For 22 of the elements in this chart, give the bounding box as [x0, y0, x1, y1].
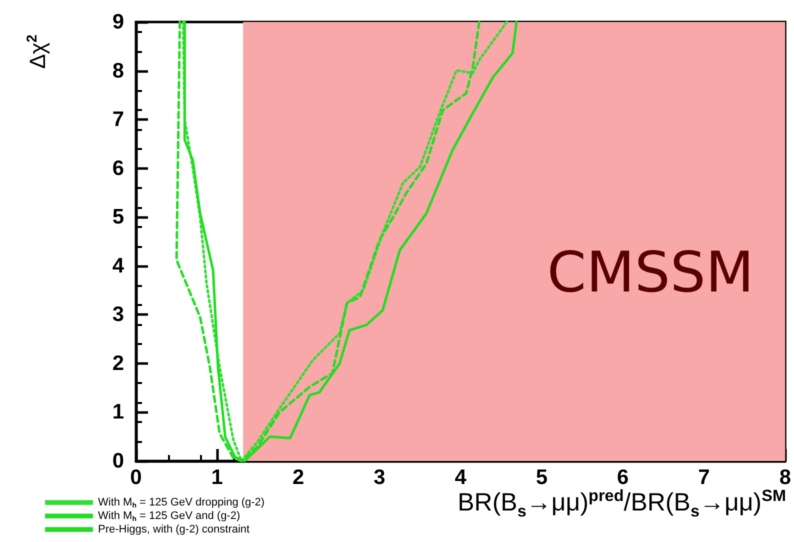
x-tick-label: 5: [536, 466, 548, 489]
x-tick-label: 8: [779, 466, 792, 489]
x-tick-label: 4: [454, 466, 467, 489]
y-tick-label: 3: [112, 303, 124, 326]
annotation: CMSSM: [547, 240, 754, 306]
y-tick-label: 7: [112, 108, 124, 132]
y-tick-label: 9: [112, 10, 124, 34]
x-tick-label: 6: [617, 466, 629, 489]
x-tick-label: 2: [292, 466, 304, 489]
x-tick-label: 0: [130, 466, 142, 489]
y-tick-label: 1: [112, 400, 124, 424]
y-tick-label: 2: [112, 352, 124, 375]
x-tick-label: 3: [374, 466, 386, 489]
y-tick-label: 0: [112, 450, 124, 472]
y-tick-label: 6: [112, 156, 124, 180]
x-axis-title: BR(B$_{s}$→μμ)$^{pred}$/BR(B$_{s}$→μμ)$^{SM}$: [458, 487, 786, 520]
y-tick-label: 4: [112, 254, 124, 278]
x-tick-label: 7: [698, 466, 710, 489]
y-tick-label: 5: [112, 206, 124, 229]
x-tick-label: 1: [211, 466, 224, 489]
y-tick-label: 8: [112, 59, 124, 82]
legend-label: Pre-Higgs, with (g-2) constraint: [98, 524, 250, 536]
